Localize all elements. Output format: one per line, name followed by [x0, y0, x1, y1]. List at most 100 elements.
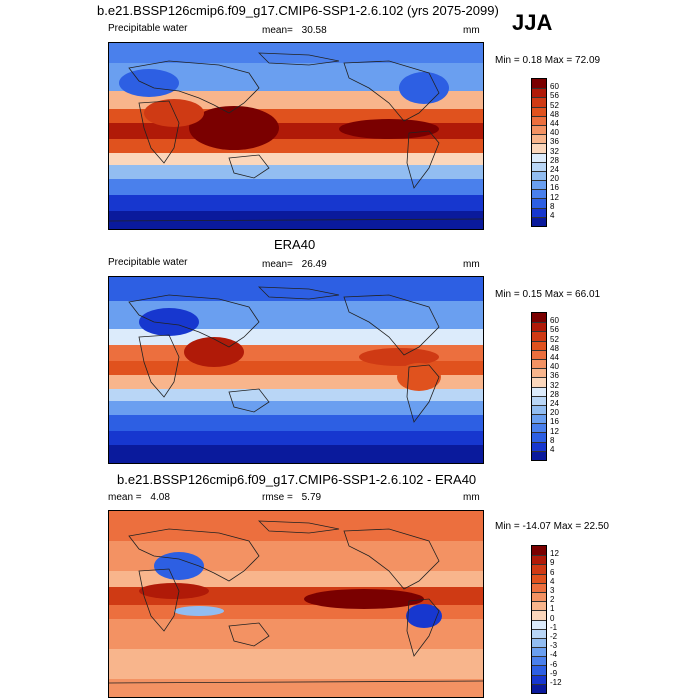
colorbar-box	[532, 216, 546, 226]
colorbar-box	[532, 340, 546, 350]
panel-1-map	[108, 42, 484, 230]
panel-1-minmax: Min = 0.18 Max = 72.09	[495, 55, 601, 66]
colorbar-tick-label: 20	[550, 174, 559, 184]
colorbar-tick-label: -6	[550, 659, 558, 669]
colorbar-box	[532, 143, 546, 153]
colorbar-tick-label: 60	[550, 82, 559, 92]
colorbar-box	[532, 386, 546, 396]
colorbar-box	[532, 106, 546, 116]
colorbar-tick-label: 36	[550, 371, 559, 381]
colorbar-tick-label: 52	[550, 334, 559, 344]
colorbar-box	[532, 656, 546, 666]
colorbar-tick-label: 3	[550, 586, 555, 595]
panel-3-map-field	[109, 511, 483, 697]
colorbar-box	[532, 601, 546, 611]
colorbar-tick-label: 56	[550, 325, 559, 335]
colorbar-box	[532, 358, 546, 369]
colorbar-box	[532, 161, 546, 171]
colorbar-box	[532, 152, 546, 162]
colorbar-box	[532, 189, 546, 199]
colorbar-box	[532, 331, 546, 341]
panel-2-mean-value: 26.49	[301, 259, 327, 270]
panel-2-colorbar-boxes	[531, 312, 547, 461]
panel-1-mean-label: mean=	[262, 25, 293, 36]
panel-2-coastlines	[128, 286, 440, 423]
colorbar-box	[532, 313, 546, 323]
colorbar-tick-label: 28	[550, 389, 559, 399]
colorbar-tick-label: -12	[550, 678, 562, 687]
colorbar-box	[532, 404, 546, 415]
panel-2-mean: mean= 26.49	[262, 259, 327, 270]
panel-2-title: ERA40	[274, 237, 316, 252]
colorbar-tick-label: 6	[550, 567, 555, 577]
colorbar-box	[532, 647, 546, 657]
colorbar-tick-label: 44	[550, 353, 559, 362]
colorbar-tick-label: 2	[550, 595, 555, 605]
colorbar-box	[532, 322, 546, 332]
colorbar-box	[532, 441, 546, 451]
colorbar-box	[532, 610, 546, 620]
colorbar-tick-label: 4	[550, 211, 555, 220]
colorbar-tick-label: 36	[550, 137, 559, 147]
colorbar-tick-label: 8	[550, 435, 555, 445]
colorbar-box	[532, 591, 546, 602]
colorbar-tick-label: 48	[550, 343, 559, 353]
colorbar-box	[532, 683, 546, 693]
colorbar-tick-label: 16	[550, 183, 559, 193]
colorbar-box	[532, 423, 546, 433]
colorbar-box	[532, 450, 546, 460]
colorbar-box	[532, 637, 546, 648]
colorbar-box	[532, 414, 546, 424]
colorbar-box	[532, 377, 546, 387]
panel-1-coastlines	[109, 52, 483, 222]
panel-2-units: mm	[463, 259, 480, 270]
panel-3-mean: mean = 4.08	[108, 492, 170, 503]
panel-1-map-field	[109, 43, 483, 229]
panel-1-title: b.e21.BSSP126cmip6.f09_g17.CMIP6-SSP1-2.…	[97, 3, 499, 18]
colorbar-box	[532, 349, 546, 359]
colorbar-tick-label: 9	[550, 558, 555, 568]
colorbar-tick-label: 40	[550, 362, 559, 372]
colorbar-box	[532, 555, 546, 565]
colorbar-tick-label: 24	[550, 165, 559, 174]
panel-1-mean: mean= 30.58	[262, 25, 327, 36]
colorbar-box	[532, 564, 546, 574]
panel-3-rmse: rmse = 5.79	[262, 492, 321, 503]
colorbar-box	[532, 88, 546, 98]
colorbar-tick-label: 4	[550, 445, 555, 454]
colorbar-box	[532, 97, 546, 107]
panel-1-colorbar-boxes	[531, 78, 547, 227]
colorbar-tick-label: -1	[550, 622, 558, 632]
colorbar-box	[532, 198, 546, 208]
colorbar-box	[532, 628, 546, 638]
colorbar-tick-label: 8	[550, 201, 555, 211]
panel-3-mean-label: mean =	[108, 492, 142, 503]
season-label: JJA	[512, 10, 553, 35]
colorbar-tick-label: 1	[550, 604, 555, 614]
panel-2-minmax: Min = 0.15 Max = 66.01	[495, 289, 601, 300]
colorbar-tick-label: 20	[550, 408, 559, 418]
colorbar-tick-label: 32	[550, 146, 559, 156]
colorbar-box	[532, 368, 546, 378]
panel-1-variable: Precipitable water	[108, 23, 188, 34]
colorbar-box	[532, 115, 546, 125]
colorbar-tick-label: 40	[550, 128, 559, 138]
panel-1-mean-value: 30.58	[301, 25, 327, 36]
panel-3-rmse-label: rmse =	[262, 492, 293, 503]
colorbar-box	[532, 207, 546, 217]
colorbar-box	[532, 546, 546, 556]
colorbar-tick-label: 52	[550, 100, 559, 110]
colorbar-box	[532, 180, 546, 190]
colorbar-tick-label: -4	[550, 650, 558, 660]
colorbar-tick-label: 32	[550, 380, 559, 390]
colorbar-box	[532, 395, 546, 405]
colorbar-tick-label: 12	[550, 426, 559, 436]
colorbar-tick-label: 24	[550, 399, 559, 408]
colorbar-tick-label: -9	[550, 668, 558, 678]
panel-3-mean-value: 4.08	[150, 492, 170, 503]
panel-2-variable: Precipitable water	[108, 257, 188, 268]
colorbar-box	[532, 573, 546, 583]
panel-3-colorbar-boxes	[531, 545, 547, 694]
colorbar-tick-label: 12	[550, 549, 559, 559]
panel-3-units: mm	[463, 492, 480, 503]
